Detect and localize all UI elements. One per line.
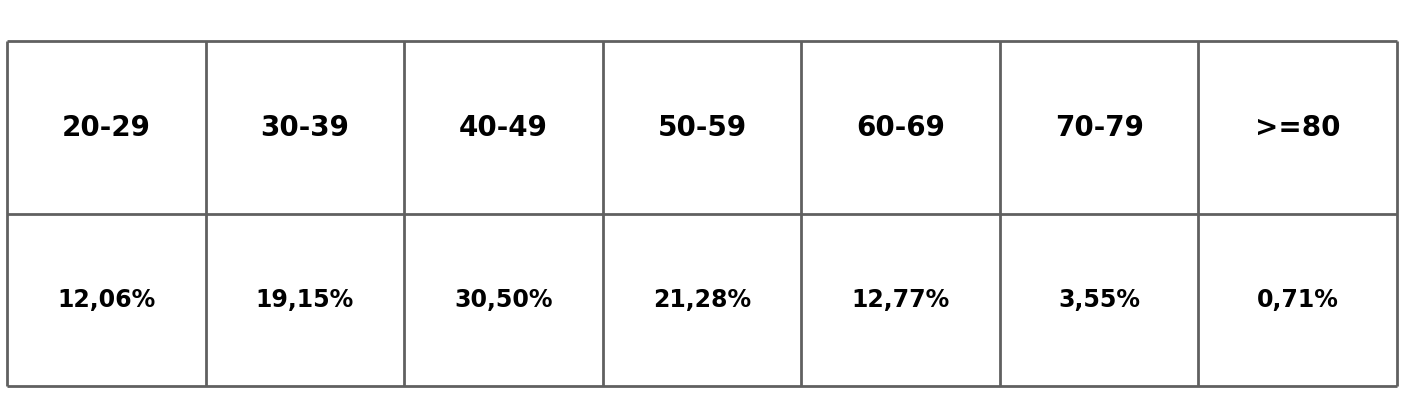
Text: 3,55%: 3,55% — [1059, 288, 1140, 312]
Text: 30-39: 30-39 — [260, 113, 350, 141]
Text: 20-29: 20-29 — [62, 113, 150, 141]
Text: 12,77%: 12,77% — [851, 288, 949, 312]
Text: 40-49: 40-49 — [459, 113, 548, 141]
Text: 12,06%: 12,06% — [58, 288, 156, 312]
Text: 0,71%: 0,71% — [1257, 288, 1338, 312]
Text: 60-69: 60-69 — [856, 113, 945, 141]
Text: 21,28%: 21,28% — [653, 288, 751, 312]
Text: 19,15%: 19,15% — [256, 288, 354, 312]
Text: 50-59: 50-59 — [657, 113, 747, 141]
Text: 30,50%: 30,50% — [453, 288, 553, 312]
Text: >=80: >=80 — [1255, 113, 1341, 141]
Text: 70-79: 70-79 — [1054, 113, 1144, 141]
